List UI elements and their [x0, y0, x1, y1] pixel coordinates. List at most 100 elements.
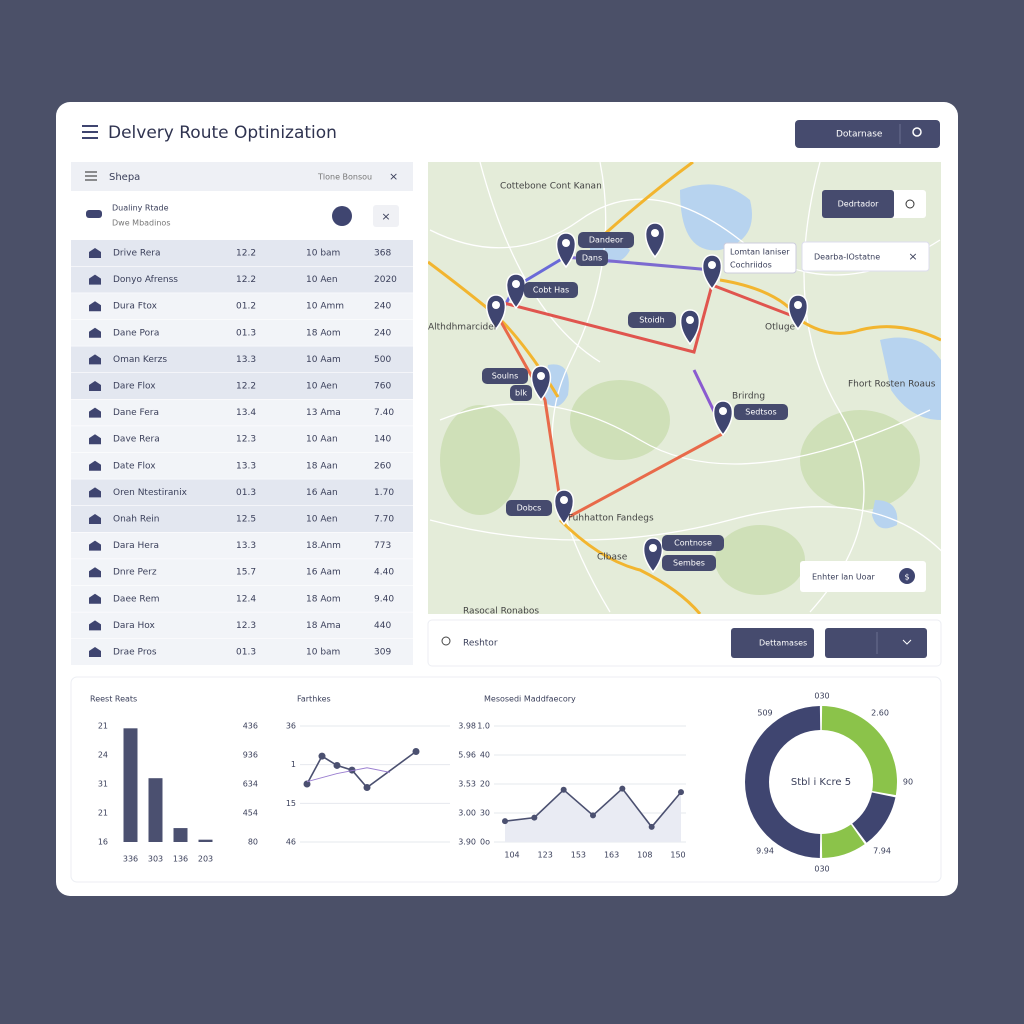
map-chip-label: Dans — [582, 254, 602, 263]
map-label: Althdhmarcidel — [428, 323, 496, 333]
cell: 9.40 — [374, 594, 394, 604]
pin-dot — [562, 239, 570, 247]
axis-label: 1 — [291, 760, 296, 769]
map-pin[interactable] — [679, 309, 701, 346]
cell: Dara Hera — [113, 541, 159, 551]
map-pin[interactable] — [555, 232, 577, 269]
bar — [198, 839, 213, 842]
table-row[interactable] — [71, 426, 413, 453]
row-icon — [89, 487, 101, 498]
row-icon — [89, 647, 101, 657]
table-row[interactable] — [71, 266, 413, 293]
point — [412, 748, 420, 756]
cell: 240 — [374, 302, 391, 312]
cell: 16 Aam — [306, 568, 341, 578]
map-footer-text: Enhter lan Uoar — [812, 573, 875, 582]
table-row[interactable] — [71, 479, 413, 506]
cell: 140 — [374, 435, 391, 445]
info-line: Cochriidos — [730, 261, 772, 270]
axis-label: 936 — [243, 751, 258, 760]
table-row[interactable] — [71, 399, 413, 426]
cell: 773 — [374, 541, 391, 551]
cell: Oman Kerzs — [113, 355, 167, 365]
toolbar-button[interactable] — [731, 628, 814, 658]
table-row[interactable] — [71, 612, 413, 639]
cell: 12.2 — [236, 275, 256, 285]
pin-dot — [649, 544, 657, 552]
cell: Dane Pora — [113, 328, 159, 338]
close: × — [381, 210, 390, 223]
map-search-text: Dearba-IOstatne — [814, 253, 880, 262]
chart-title: Mesosedi Maddfaecory — [484, 695, 576, 704]
table-row[interactable] — [71, 532, 413, 559]
map-chip — [510, 385, 532, 401]
table-row[interactable] — [71, 585, 413, 612]
axis-label: 40 — [480, 751, 490, 760]
map-pin[interactable] — [553, 489, 575, 526]
table-row[interactable] — [71, 373, 413, 399]
map-pin[interactable] — [701, 254, 723, 291]
close[interactable]: × — [389, 170, 398, 183]
top-button[interactable] — [795, 120, 940, 148]
map-chip-label: Dandeor — [589, 236, 624, 245]
map-pin[interactable] — [642, 537, 664, 574]
point — [348, 766, 356, 774]
table-row[interactable] — [71, 452, 413, 479]
line-series — [306, 767, 391, 783]
donut-center: Stbl i Kcre 5 — [791, 777, 851, 788]
table-row[interactable] — [71, 346, 413, 373]
route-button[interactable] — [332, 206, 352, 226]
pin-dot — [651, 229, 659, 237]
map-pin[interactable] — [505, 273, 527, 310]
cell: 10 Amm — [306, 302, 344, 312]
row-icon — [89, 381, 101, 391]
toolbar-dropdown[interactable] — [825, 628, 927, 658]
cell: Donyo Afrenss — [113, 275, 178, 285]
close[interactable]: × — [908, 250, 917, 263]
donut-label: 509 — [757, 709, 772, 718]
row-icon — [89, 354, 101, 365]
map[interactable]: Cottebone Cont Kanan Otluge Althdhmarcidel… — [428, 162, 950, 617]
x-label: 336 — [123, 855, 138, 864]
x-label: 153 — [571, 851, 586, 860]
cell: 13.3 — [236, 541, 256, 551]
row-icon — [89, 514, 101, 524]
cell: 13 Ama — [306, 408, 341, 418]
table-row[interactable] — [71, 293, 413, 320]
table-row[interactable] — [71, 319, 413, 346]
cell: Onah Rein — [113, 515, 159, 525]
axis-label: 24 — [98, 751, 108, 760]
map-pin[interactable] — [787, 294, 809, 331]
table-row[interactable] — [71, 639, 413, 665]
table-row[interactable] — [71, 506, 413, 532]
map-label: Clbase — [597, 553, 628, 563]
cell: 13.3 — [236, 461, 256, 471]
map-chip-label: Stoidh — [639, 316, 664, 325]
cell: 13.3 — [236, 355, 256, 365]
map-button[interactable] — [822, 190, 894, 218]
map-label: Brirdng — [732, 392, 765, 402]
map-search[interactable] — [801, 241, 930, 272]
map-chip — [524, 282, 578, 298]
map-search-icon[interactable] — [905, 199, 915, 209]
point — [318, 752, 326, 760]
map-pin[interactable] — [712, 400, 734, 437]
map-pin[interactable] — [644, 222, 666, 259]
map-footer-button[interactable] — [899, 568, 915, 584]
cell: 18 Aom — [306, 328, 341, 338]
cell: Dave Rera — [113, 435, 160, 445]
x-label: 203 — [198, 855, 213, 864]
panel-filter[interactable]: Tlone Bonsou — [317, 173, 372, 182]
toolbar-search[interactable]: Reshtor — [463, 639, 498, 649]
table-row[interactable] — [71, 559, 413, 586]
cell: 18 Aan — [306, 461, 338, 471]
row-icon — [89, 567, 101, 578]
cell: 10 Aen — [306, 275, 338, 285]
x-label: 136 — [173, 855, 188, 864]
donut-segment — [821, 706, 898, 796]
search-icon[interactable] — [912, 127, 922, 137]
map-pin[interactable] — [530, 365, 552, 402]
table-row[interactable] — [71, 240, 413, 266]
map-pin[interactable] — [485, 294, 507, 331]
route-close[interactable] — [373, 205, 399, 227]
